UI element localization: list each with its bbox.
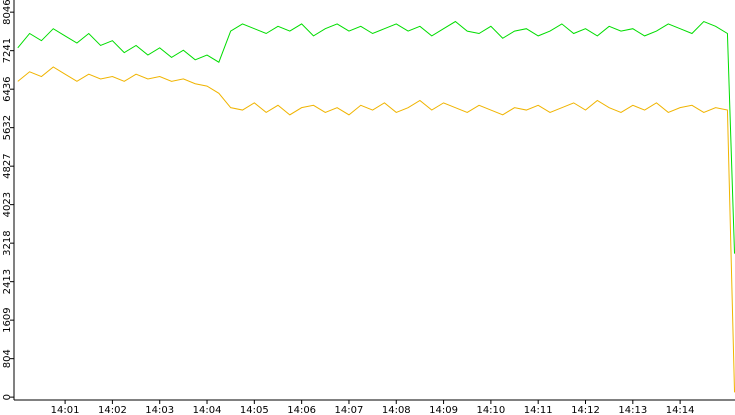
x-tick-label: 14:14 xyxy=(666,405,695,415)
x-tick-label: 14:01 xyxy=(51,405,80,415)
y-tick-label: 0 xyxy=(2,394,13,400)
y-tick-label: 2413 xyxy=(2,269,13,294)
x-tick-label: 14:04 xyxy=(193,405,222,415)
x-tick-label: 14:07 xyxy=(335,405,364,415)
y-tick-label: 8046 xyxy=(2,0,13,25)
x-tick-label: 14:02 xyxy=(98,405,127,415)
x-tick-label: 14:08 xyxy=(382,405,411,415)
x-tick-label: 14:05 xyxy=(240,405,269,415)
series-line xyxy=(17,20,735,254)
y-tick-label: 6436 xyxy=(2,76,13,101)
x-tick-label: 14:11 xyxy=(524,405,553,415)
y-tick-label: 4023 xyxy=(2,192,13,217)
y-tick-label: 4827 xyxy=(2,153,13,178)
y-tick-label: 1609 xyxy=(2,307,13,332)
x-tick-label: 14:09 xyxy=(429,405,458,415)
y-tick-label: 3218 xyxy=(2,230,13,255)
series-line xyxy=(17,66,735,393)
x-tick-label: 14:10 xyxy=(476,405,505,415)
y-tick-label: 7241 xyxy=(2,38,13,63)
y-tick-label: 804 xyxy=(2,349,13,368)
x-tick-label: 14:06 xyxy=(287,405,316,415)
x-tick-label: 14:13 xyxy=(618,405,647,415)
y-tick-label: 5632 xyxy=(2,115,13,140)
x-tick-label: 14:12 xyxy=(571,405,600,415)
x-tick-label: 14:03 xyxy=(145,405,174,415)
